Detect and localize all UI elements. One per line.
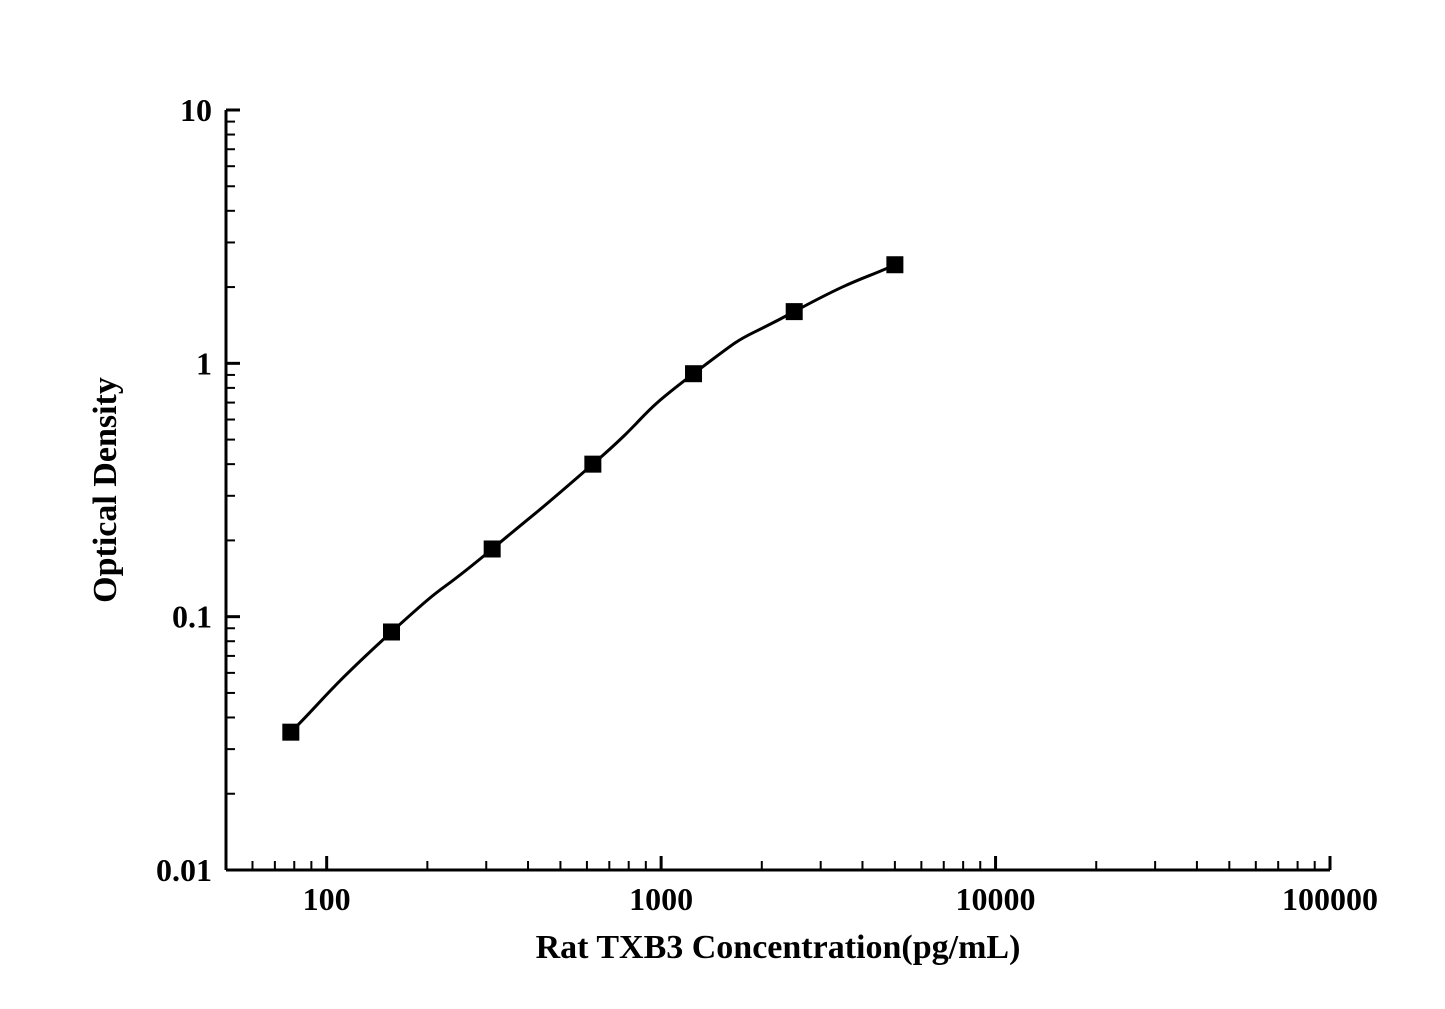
y-tick-label: 0.01 bbox=[156, 852, 212, 888]
x-tick-label: 10000 bbox=[956, 881, 1036, 917]
x-axis-label: Rat TXB3 Concentration(pg/mL) bbox=[536, 929, 1021, 966]
y-axis-label: Optical Density bbox=[87, 377, 124, 603]
data-point-marker bbox=[887, 257, 903, 273]
y-tick-label: 0.1 bbox=[172, 599, 212, 635]
data-point-marker bbox=[585, 456, 601, 472]
standard-curve-line bbox=[291, 265, 895, 732]
y-tick-label: 10 bbox=[180, 92, 212, 128]
data-point-marker bbox=[686, 366, 702, 382]
data-point-marker bbox=[786, 304, 802, 320]
data-point-marker bbox=[283, 724, 299, 740]
data-point-marker bbox=[383, 624, 399, 640]
x-tick-label: 1000 bbox=[629, 881, 693, 917]
standard-curve-chart: 100 1000 10000 100000 0.01 0.1 1 10 Rat TXB3 Con… bbox=[0, 0, 1445, 1009]
y-tick-label: 1 bbox=[196, 345, 212, 381]
x-tick-label: 100000 bbox=[1282, 881, 1378, 917]
x-tick-label: 100 bbox=[303, 881, 351, 917]
data-point-marker bbox=[484, 541, 500, 557]
chart-container: 100 1000 10000 100000 0.01 0.1 1 10 Rat TXB3 Con… bbox=[0, 0, 1445, 1009]
